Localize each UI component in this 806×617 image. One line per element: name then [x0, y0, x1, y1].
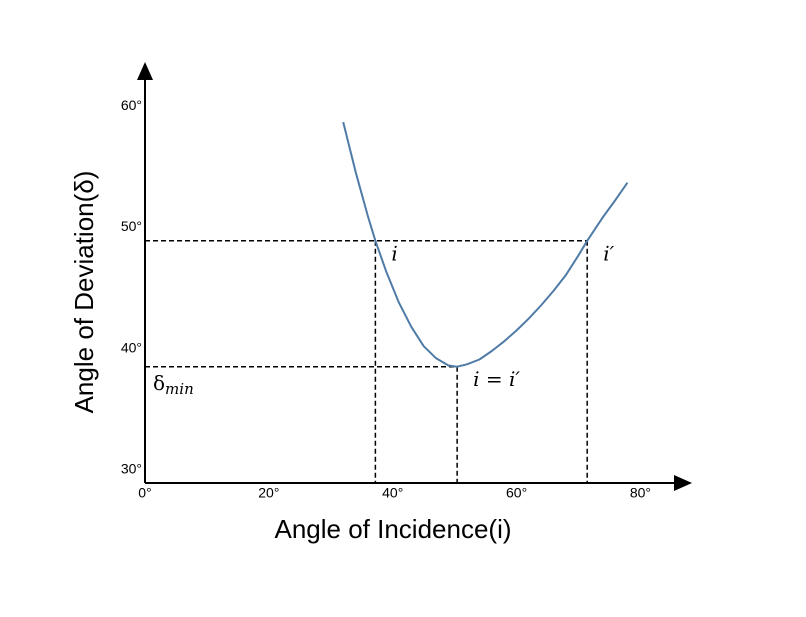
- min-label: δmin: [153, 371, 194, 399]
- x-tick-label: 40°: [382, 485, 403, 501]
- y-tick-label: 30°: [121, 460, 142, 476]
- y-tick-label: 60°: [121, 97, 142, 113]
- x-tick-label: 80°: [630, 485, 651, 501]
- y-tick-label: 40°: [121, 339, 142, 355]
- marker-label: i: [391, 241, 397, 265]
- min-symbol: δ: [153, 371, 165, 395]
- min-subscript: min: [165, 380, 194, 398]
- marker-label: i = i′: [473, 367, 520, 391]
- y-axis-title: Angle of Deviation(δ): [69, 171, 99, 414]
- x-tick-label: 0°: [138, 485, 151, 501]
- curve: [342, 121, 629, 368]
- marker-label: i′: [603, 241, 614, 265]
- x-tick-label: 20°: [258, 485, 279, 501]
- x-tick-label: 60°: [506, 485, 527, 501]
- y-tick-label: 50°: [121, 218, 142, 234]
- x-axis-title: Angle of Incidence(i): [274, 514, 511, 544]
